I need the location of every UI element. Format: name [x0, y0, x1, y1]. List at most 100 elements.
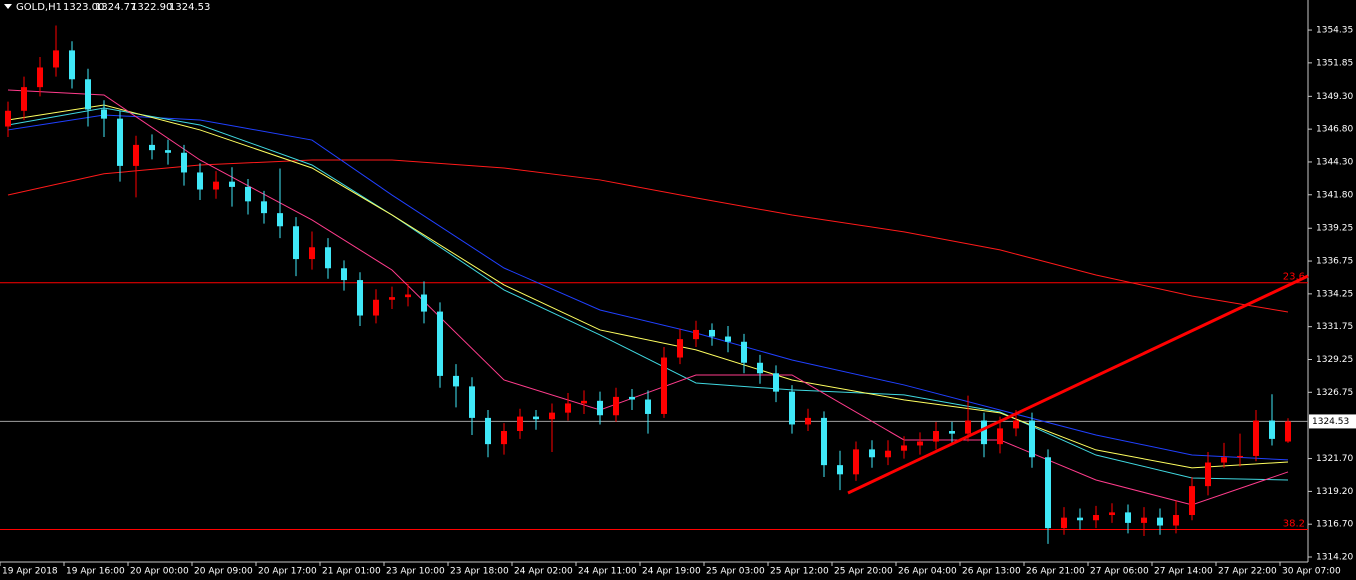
candle-body	[837, 465, 843, 475]
candle-body	[85, 79, 91, 110]
candle-body	[309, 247, 315, 260]
candle-body	[373, 299, 379, 316]
candle-body	[677, 339, 683, 358]
x-tick-label: 26 Apr 04:00	[898, 567, 957, 577]
candle-body	[517, 416, 523, 432]
y-tick-label: 1319.20	[1316, 487, 1353, 497]
candle-body	[1221, 457, 1227, 463]
candle-body	[1029, 420, 1035, 458]
candle-body	[709, 329, 715, 337]
candle-body	[37, 67, 43, 88]
candle-body	[245, 186, 251, 202]
x-tick-label: 19 Apr 16:00	[66, 567, 125, 577]
close-value: 1324.53	[169, 2, 210, 13]
x-tick-label: 25 Apr 12:00	[770, 567, 829, 577]
candle-body	[1269, 420, 1275, 439]
y-tick-label: 1344.30	[1316, 157, 1353, 167]
x-tick-label: 19 Apr 2018	[2, 567, 58, 577]
candle-body	[805, 417, 811, 425]
candle-body	[501, 431, 507, 445]
x-tick-label: 24 Apr 11:00	[578, 567, 637, 577]
candle-body	[101, 109, 107, 119]
level-label: 38.2	[1283, 518, 1305, 529]
candle-body	[261, 201, 267, 214]
candle-body	[213, 181, 219, 190]
candle-body	[389, 297, 395, 300]
moving-average	[7, 107, 1289, 481]
candle-body	[437, 311, 443, 376]
candle-body	[1157, 517, 1163, 526]
candle-body	[1077, 517, 1083, 521]
candle-body	[453, 375, 459, 387]
y-tick-label: 1321.70	[1316, 454, 1353, 464]
candle-body	[181, 152, 187, 173]
y-tick-label: 1346.80	[1316, 125, 1353, 135]
candle-body	[741, 341, 747, 363]
candle-body	[1141, 517, 1147, 523]
candle-body	[565, 403, 571, 413]
x-tick-label: 20 Apr 00:00	[130, 567, 189, 577]
moving-average	[7, 104, 1289, 469]
x-tick-label: 24 Apr 19:00	[642, 567, 701, 577]
candle-body	[597, 400, 603, 416]
y-tick-label: 1326.75	[1316, 388, 1353, 398]
x-tick-label: 27 Apr 06:00	[1090, 567, 1149, 577]
candle-body	[1125, 512, 1131, 523]
candle-body	[853, 449, 859, 475]
x-tick-label: 25 Apr 03:00	[706, 567, 765, 577]
low-value: 1322.90	[131, 2, 172, 13]
candle-body	[485, 417, 491, 445]
candle-body	[1109, 512, 1115, 516]
candle-body	[917, 441, 923, 446]
candle-body	[757, 362, 763, 374]
candle-body	[869, 449, 875, 458]
candle-body	[1253, 420, 1259, 456]
candle-body	[1061, 517, 1067, 529]
candle-body	[965, 420, 971, 434]
x-tick-label: 23 Apr 18:00	[450, 567, 509, 577]
x-tick-label: 30 Apr 07:00	[1282, 567, 1341, 577]
candle-body	[133, 144, 139, 166]
x-tick-label: 27 Apr 14:00	[1154, 567, 1213, 577]
y-tick-label: 1329.25	[1316, 355, 1353, 365]
candle-body	[277, 213, 283, 227]
x-tick-label: 27 Apr 22:00	[1218, 567, 1277, 577]
moving-average	[7, 89, 1289, 506]
candle-body	[1173, 515, 1179, 526]
menu-arrow[interactable]	[4, 4, 12, 9]
x-tick-label: 20 Apr 17:00	[258, 567, 317, 577]
candle-body	[1013, 420, 1019, 429]
y-tick-label: 1341.80	[1316, 190, 1353, 200]
candle-body	[229, 181, 235, 187]
candle-body	[5, 110, 11, 127]
trendline	[847, 274, 1309, 495]
candle-body	[549, 412, 555, 420]
candle-body	[421, 294, 427, 312]
candle-body	[581, 400, 587, 404]
level-label: 23.6	[1283, 272, 1305, 283]
x-tick-label: 25 Apr 20:00	[834, 567, 893, 577]
candle-body	[197, 172, 203, 190]
candle-body	[69, 50, 75, 80]
candle-body	[629, 396, 635, 400]
candle-body	[933, 431, 939, 442]
candle-body	[885, 450, 891, 458]
candle-body	[469, 386, 475, 418]
y-tick-label: 1331.75	[1316, 322, 1353, 332]
y-tick-label: 1349.30	[1316, 92, 1353, 102]
candle-body	[645, 399, 651, 414]
candle-body	[725, 336, 731, 342]
candle-body	[405, 294, 411, 298]
x-tick-label: 26 Apr 21:00	[1026, 567, 1085, 577]
x-tick-label: 26 Apr 13:00	[962, 567, 1021, 577]
x-tick-label: 23 Apr 10:00	[386, 567, 445, 577]
symbol: GOLD,H1	[16, 2, 62, 13]
candle-body	[165, 150, 171, 153]
candle-body	[117, 118, 123, 166]
candle-body	[53, 50, 59, 68]
candle-body	[949, 431, 955, 434]
candle-body	[1189, 486, 1195, 516]
x-tick-label: 20 Apr 09:00	[194, 567, 253, 577]
